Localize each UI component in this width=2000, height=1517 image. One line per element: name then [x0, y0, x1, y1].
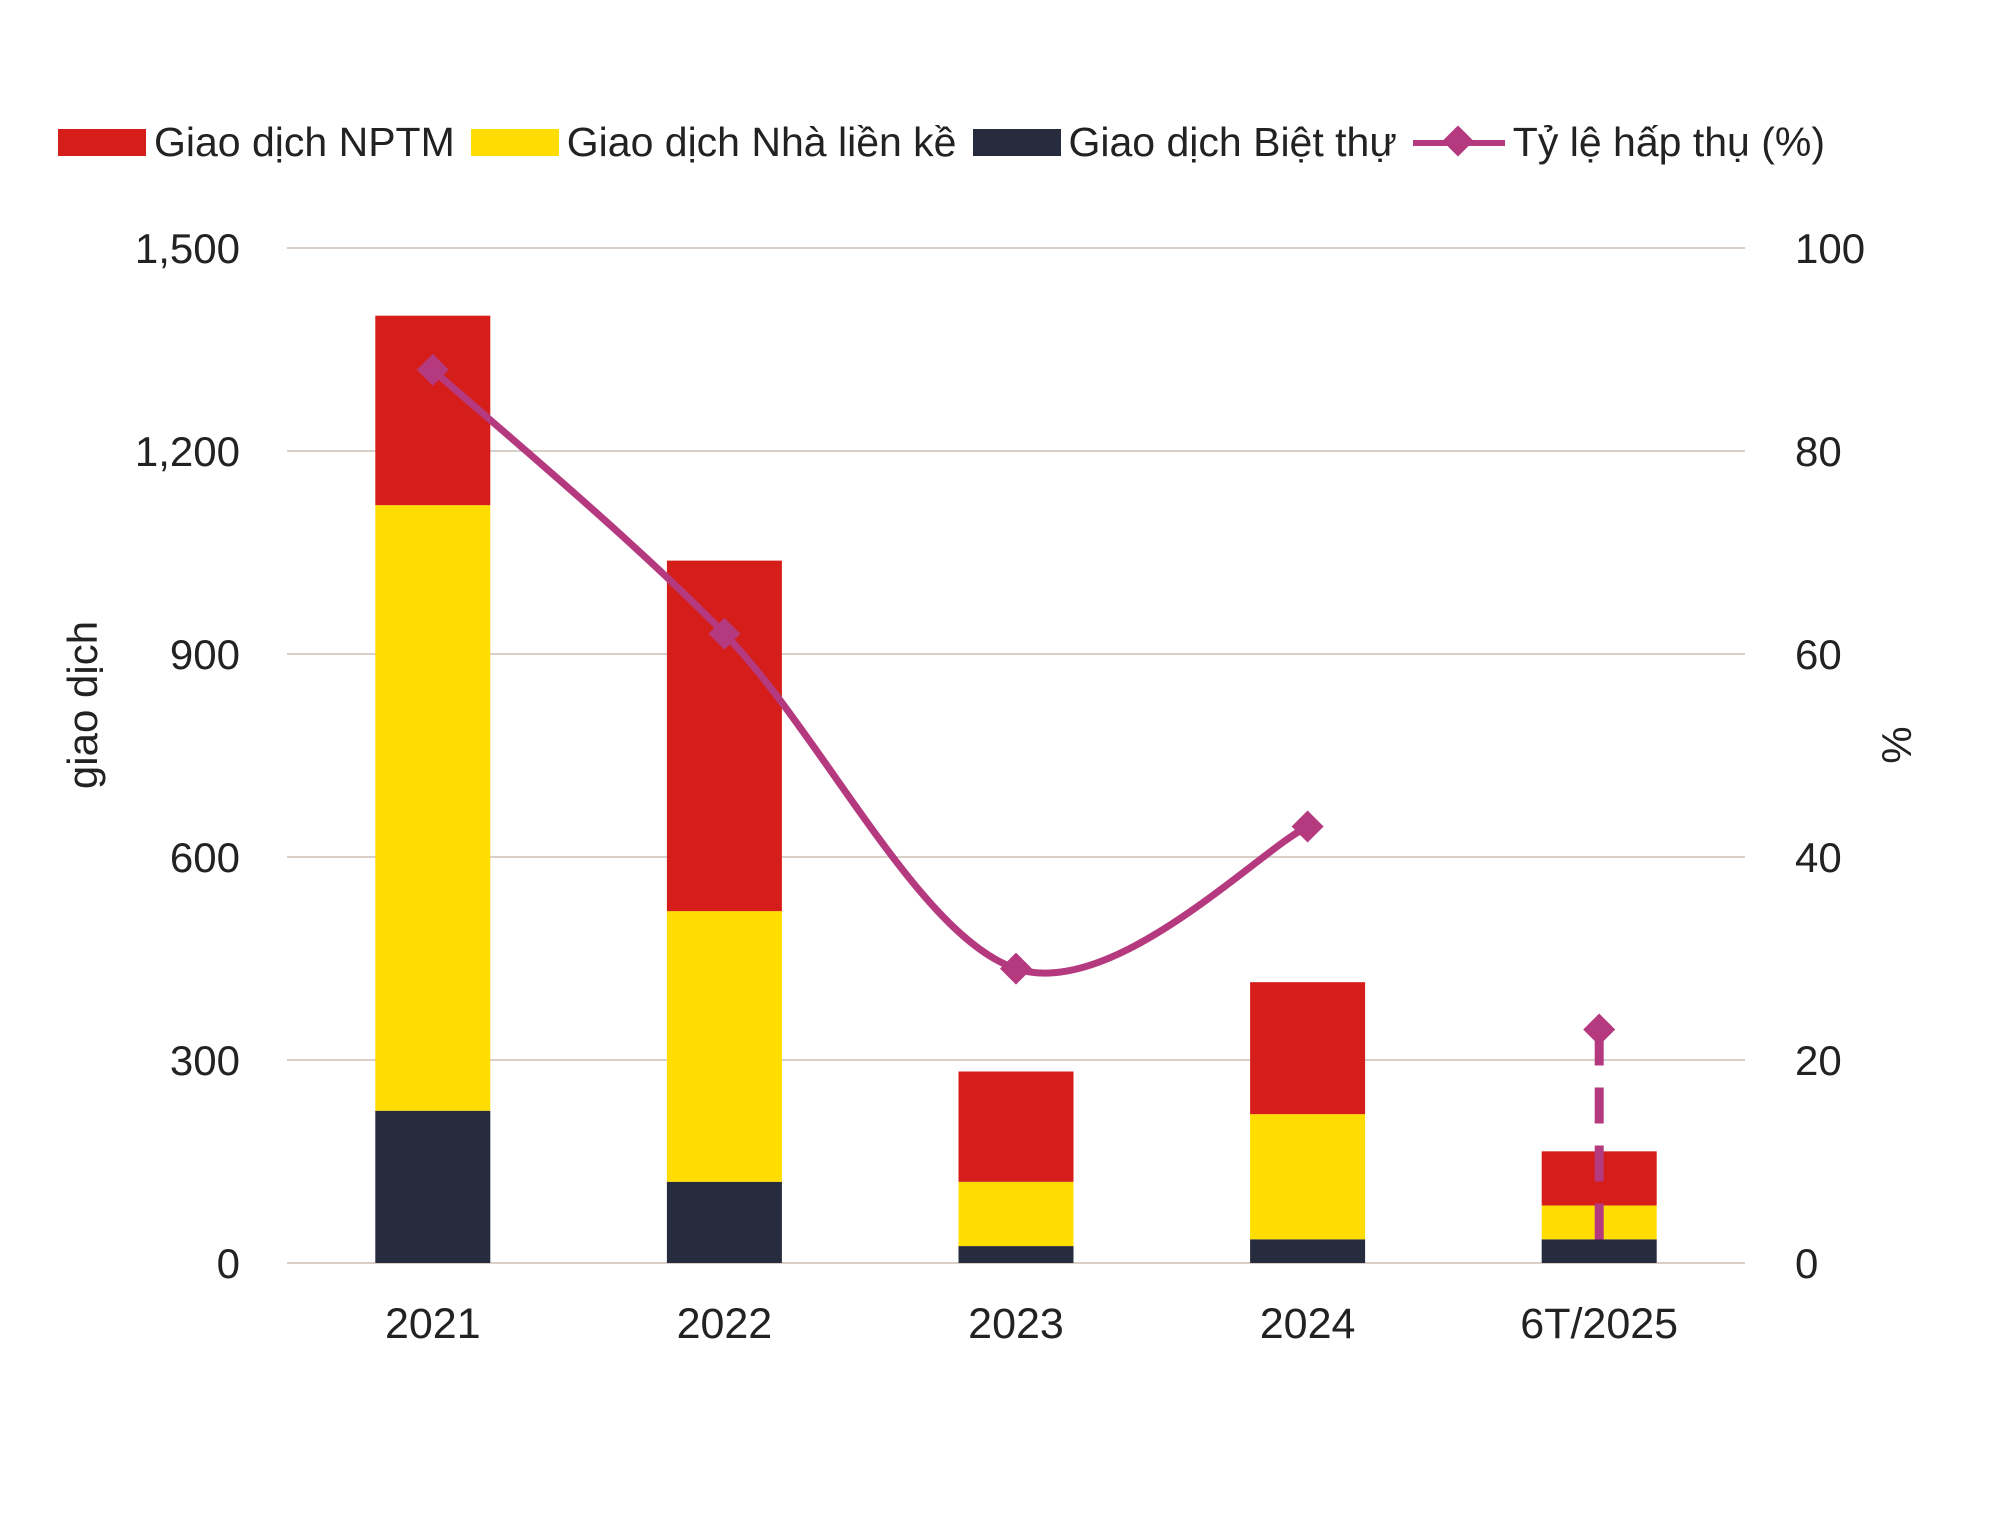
right-axis-tick-label: 20 [1795, 1037, 1842, 1084]
left-axis-tick-label: 900 [170, 631, 240, 678]
line-marker [708, 617, 741, 650]
legend-item-ty-le-hap-thu: Tỷ lệ hấp thụ (%) [1412, 118, 1825, 166]
left-axis-tick-label: 1,200 [135, 428, 240, 475]
bar-segment [375, 505, 491, 1111]
bar-segment [375, 1110, 491, 1263]
right-axis-tick-label: 80 [1795, 428, 1842, 475]
x-axis-tick-label: 2021 [385, 1300, 481, 1348]
legend-swatch-nha-lien-ke [470, 128, 559, 156]
right-axis-tick-label: 60 [1795, 631, 1842, 678]
legend-item-nptm: Giao dịch NPTM [58, 119, 455, 166]
left-axis-tick-label: 600 [170, 834, 240, 881]
bar-segment [1541, 1239, 1657, 1263]
legend-label-biet-thu: Giao dịch Biệt thự [1068, 118, 1397, 165]
bar-segment [1250, 1114, 1366, 1240]
right-axis-tick-label: 100 [1795, 225, 1865, 272]
legend-item-nha-lien-ke: Giao dịch Nhà liền kề [470, 118, 957, 166]
bar-segment [958, 1071, 1074, 1182]
x-axis-tick-label: 2024 [1260, 1300, 1356, 1348]
bar-segment [666, 1181, 782, 1263]
legend-label-nptm: Giao dịch NPTM [154, 118, 455, 165]
left-axis-tick-label: 0 [217, 1240, 240, 1287]
legend-item-biet-thu: Giao dịch Biệt thự [972, 118, 1397, 166]
line-series-ty-le-hap-thu [429, 366, 1312, 977]
bar-segment [958, 1181, 1074, 1247]
x-axis-tick-label: 6T/2025 [1520, 1300, 1678, 1348]
legend: Giao dịch NPTM Giao dịch Nhà liền kề Gia… [58, 112, 1841, 172]
legend-label-nha-lien-ke: Giao dịch Nhà liền kề [566, 118, 957, 165]
legend-label-ty-le-hap-thu: Tỷ lệ hấp thụ (%) [1512, 118, 1825, 165]
bar-segment [375, 315, 491, 506]
legend-swatch-nptm [58, 128, 146, 156]
right-axis-title: % [1873, 726, 1920, 763]
bar-segment [1250, 982, 1366, 1115]
bar-segment [1250, 1239, 1366, 1263]
legend-swatch-biet-thu [972, 128, 1061, 156]
bar-segment [666, 911, 782, 1182]
left-axis-tick-label: 300 [170, 1037, 240, 1084]
line-marker [1291, 810, 1324, 843]
right-axis-tick-label: 0 [1795, 1240, 1818, 1287]
left-axis-tick-label: 1,500 [135, 225, 240, 272]
line-marker [1583, 1013, 1616, 1046]
line-marker [416, 353, 449, 386]
legend-line-marker [1412, 124, 1505, 157]
x-axis-tick-label: 2022 [677, 1300, 773, 1348]
right-axis-tick-label: 40 [1795, 834, 1842, 881]
line-marker [1000, 952, 1032, 985]
bar-segment [958, 1246, 1074, 1263]
left-axis-title: giao dịch [59, 621, 106, 789]
bar-segment [666, 560, 782, 912]
x-axis-tick-label: 2023 [968, 1300, 1064, 1348]
